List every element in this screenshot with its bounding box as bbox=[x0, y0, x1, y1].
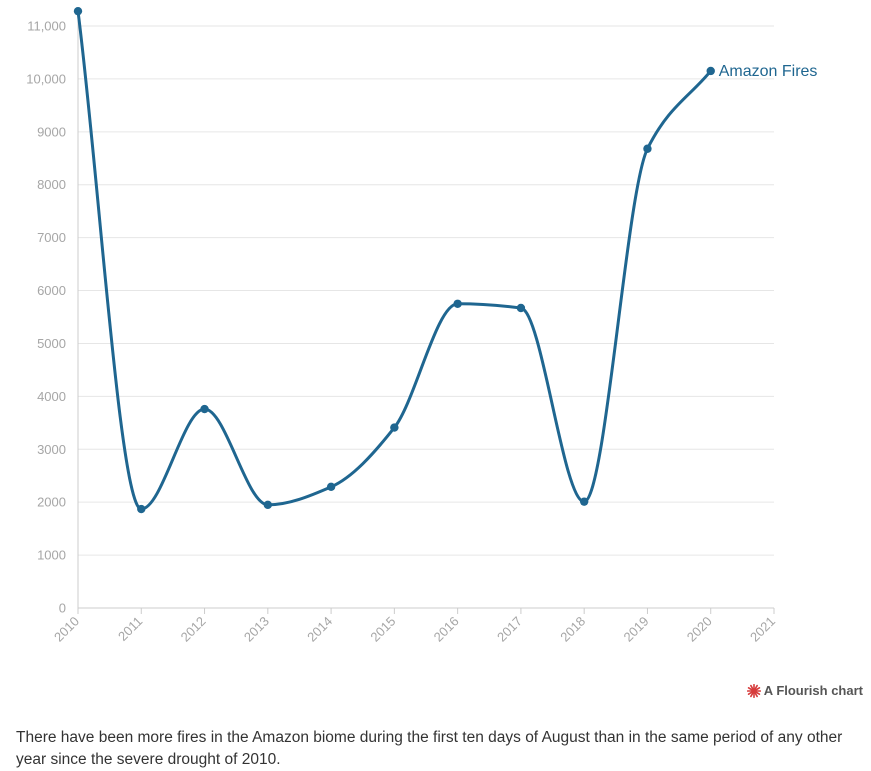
x-tick-label: 2010 bbox=[51, 614, 82, 645]
data-point bbox=[706, 66, 715, 76]
x-tick-label: 2015 bbox=[367, 614, 398, 645]
y-tick-label: 7000 bbox=[37, 230, 66, 245]
data-point bbox=[137, 504, 146, 514]
data-point bbox=[453, 299, 462, 308]
data-point bbox=[200, 404, 209, 414]
y-tick-label: 11,000 bbox=[27, 19, 66, 34]
x-tick-label: 2020 bbox=[684, 614, 715, 645]
y-tick-label: 9000 bbox=[37, 124, 66, 139]
series-line bbox=[76, 9, 713, 511]
y-tick-label: 6000 bbox=[37, 283, 66, 298]
y-tick-label: 0 bbox=[59, 601, 66, 616]
series-amazon-fires: Amazon Fires bbox=[73, 6, 818, 514]
x-tick-label: 2017 bbox=[494, 614, 525, 645]
x-tick-label: 2011 bbox=[115, 614, 145, 644]
x-tick-label: 2018 bbox=[557, 614, 588, 645]
y-tick-label: 8000 bbox=[37, 177, 66, 192]
data-point bbox=[326, 482, 336, 492]
data-point bbox=[516, 303, 526, 313]
data-point bbox=[390, 423, 399, 432]
y-tick-label: 2000 bbox=[37, 495, 66, 510]
y-tick-label: 4000 bbox=[37, 389, 66, 404]
y-tick-label: 5000 bbox=[37, 336, 66, 351]
x-tick-label: 2014 bbox=[304, 614, 335, 645]
chart-caption: There have been more fires in the Amazon… bbox=[16, 728, 843, 768]
x-axis-tick-labels: 2010 2011 2012 2013 2014 2015 2016 2017 2018 2019… bbox=[51, 614, 778, 645]
data-point bbox=[73, 6, 83, 16]
y-tick-label: 1000 bbox=[37, 548, 66, 563]
data-point bbox=[579, 497, 589, 506]
y-tick-label: 3000 bbox=[37, 442, 66, 457]
x-tick-label: 2019 bbox=[621, 614, 652, 645]
y-axis-tick-labels: 0 1000 2000 3000 4000 5000 6000 7000 8000 9000 10,… bbox=[26, 19, 66, 616]
x-tick-label: 2016 bbox=[431, 614, 462, 645]
flourish-logo-icon bbox=[746, 683, 761, 698]
flourish-credit-link[interactable]: A Flourish chart bbox=[746, 683, 863, 698]
data-point bbox=[643, 144, 652, 153]
x-tick-label: 2021 bbox=[747, 614, 778, 645]
y-tick-label: 10,000 bbox=[26, 71, 66, 86]
data-point bbox=[263, 500, 273, 510]
x-tick-label: 2013 bbox=[241, 614, 272, 645]
x-tick-label: 2012 bbox=[178, 614, 209, 645]
credit-label: A Flourish chart bbox=[763, 683, 863, 698]
grid-lines bbox=[78, 25, 774, 556]
line-chart: 0 1000 2000 3000 4000 5000 6000 7000 8000 9000 10,… bbox=[26, 6, 818, 645]
series-label: Amazon Fires bbox=[719, 63, 818, 80]
axes bbox=[77, 16, 775, 614]
